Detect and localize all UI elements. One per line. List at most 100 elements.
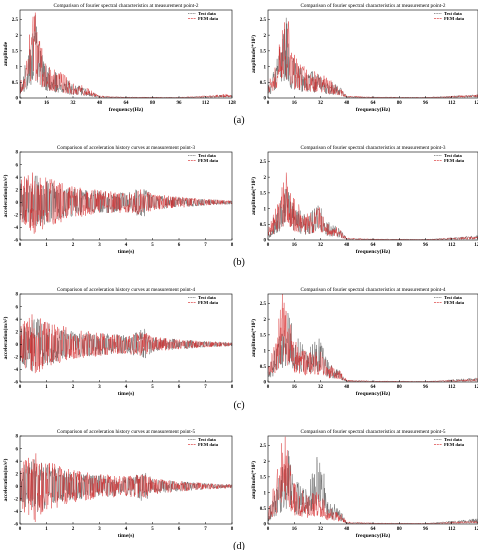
x-tick-label: 32 <box>318 243 324 248</box>
x-tick-label: 8 <box>231 243 234 248</box>
x-tick-label: 112 <box>202 101 210 106</box>
y-tick-label: 2.5 <box>260 302 267 307</box>
y-tick-label: 1 <box>264 491 267 496</box>
y-tick-label: 0.5 <box>260 365 267 370</box>
x-tick-label: 128 <box>474 101 478 106</box>
x-tick-label: 112 <box>448 243 456 248</box>
y-tick-label: 6 <box>16 163 19 168</box>
legend-entry: FEM data <box>198 442 219 447</box>
series-line-fem <box>19 172 233 234</box>
x-tick-label: 5 <box>151 527 154 532</box>
y-axis-label: amplitude(*10²) <box>250 319 257 357</box>
y-tick-label: 2 <box>264 34 267 39</box>
y-tick-label: 2 <box>264 176 267 181</box>
chart-a-left: Comparison of fourier spectral character… <box>3 2 236 113</box>
y-tick-label: 1.5 <box>260 192 267 197</box>
chart-title: Comparison of fourier spectral character… <box>53 2 198 9</box>
series-line-fem <box>267 172 478 241</box>
x-tick-label: 5 <box>151 385 154 390</box>
x-tick-label: 32 <box>318 527 324 532</box>
legend-entry: Test data <box>198 295 217 300</box>
series-line-test <box>19 175 233 228</box>
x-tick-label: 0 <box>267 243 270 248</box>
x-tick-label: 1 <box>45 527 48 532</box>
legend-entry: Test data <box>444 153 463 158</box>
y-tick-label: -6 <box>14 381 19 386</box>
x-tick-label: 2 <box>72 243 75 248</box>
x-tick-label: 4 <box>125 243 128 248</box>
y-axis-label: acceleration(m/s²) <box>2 459 9 502</box>
x-tick-label: 48 <box>344 385 350 390</box>
chart-c-right: Comparison of fourier spectral character… <box>250 286 478 397</box>
x-tick-label: 6 <box>178 527 181 532</box>
y-axis-label: amplitude <box>3 41 9 66</box>
x-tick-label: 3 <box>98 243 101 248</box>
legend-entry: FEM data <box>444 300 465 305</box>
legend-entry: FEM data <box>444 442 465 447</box>
y-tick-label: 1 <box>264 349 267 354</box>
x-tick-label: 64 <box>124 101 130 106</box>
y-tick-label: 2 <box>264 460 267 465</box>
x-tick-label: 7 <box>204 243 207 248</box>
x-tick-label: 0 <box>267 101 270 106</box>
x-tick-label: 64 <box>371 527 377 532</box>
chart-d-right: Comparison of fourier spectral character… <box>250 428 478 539</box>
y-axis-label: amplitude(*10²) <box>250 461 257 499</box>
chart-b-right: Comparison of fourier spectral character… <box>250 144 478 255</box>
y-tick-label: -2 <box>14 498 19 503</box>
x-tick-label: 16 <box>292 101 298 106</box>
plot-frame <box>267 435 478 525</box>
legend-entry: FEM data <box>198 300 219 305</box>
x-axis-label: frequency(Hz) <box>356 248 391 255</box>
x-tick-label: 96 <box>423 385 429 390</box>
x-tick-label: 0 <box>19 527 22 532</box>
x-tick-label: 3 <box>98 527 101 532</box>
series-line-fem <box>19 453 233 522</box>
x-tick-label: 80 <box>397 527 403 532</box>
chart-title: Comparison of fourier spectral character… <box>300 2 445 9</box>
x-tick-label: 7 <box>204 385 207 390</box>
chart-title: Comparison of acceleration history curve… <box>57 144 196 151</box>
x-tick-label: 80 <box>150 101 156 106</box>
y-tick-label: 1 <box>264 65 267 70</box>
x-tick-label: 64 <box>371 101 377 106</box>
y-tick-label: 8 <box>16 293 19 298</box>
y-tick-label: 4 <box>16 318 19 323</box>
y-tick-label: 0.5 <box>260 81 267 86</box>
series-line-test <box>267 189 478 241</box>
chart-title: Comparison of fourier spectral character… <box>300 428 445 435</box>
series-line-test <box>19 459 233 512</box>
y-tick-label: 1.5 <box>260 476 267 481</box>
y-tick-label: -2 <box>14 356 19 361</box>
x-tick-label: 2 <box>72 527 75 532</box>
x-axis-label: time(s) <box>118 248 135 255</box>
y-tick-label: -4 <box>14 510 19 515</box>
x-tick-label: 8 <box>231 527 234 532</box>
x-tick-label: 32 <box>318 385 324 390</box>
y-tick-label: 1.5 <box>260 334 267 339</box>
legend-entry: FEM data <box>198 158 219 163</box>
y-tick-label: 0 <box>264 239 267 244</box>
legend-entry: Test data <box>444 295 463 300</box>
x-tick-label: 48 <box>344 243 350 248</box>
chart-title: Comparison of fourier spectral character… <box>300 144 445 151</box>
y-tick-label: 1.5 <box>12 50 19 55</box>
y-tick-label: 0 <box>16 201 19 206</box>
y-tick-label: 2.5 <box>260 18 267 23</box>
y-tick-label: 0 <box>264 97 267 102</box>
x-tick-label: 0 <box>267 527 270 532</box>
series-line-fem <box>267 293 478 383</box>
x-tick-label: 4 <box>125 385 128 390</box>
legend-entry: FEM data <box>444 16 465 21</box>
x-tick-label: 2 <box>72 385 75 390</box>
y-tick-label: 0 <box>16 485 19 490</box>
y-axis-label: amplitude(*10²) <box>250 35 257 73</box>
x-tick-label: 128 <box>474 385 478 390</box>
chart-a-right: Comparison of fourier spectral character… <box>250 2 478 113</box>
x-tick-label: 4 <box>125 527 128 532</box>
x-tick-label: 112 <box>448 101 456 106</box>
x-tick-label: 128 <box>474 243 478 248</box>
y-tick-label: 0 <box>264 523 267 528</box>
x-axis-label: time(s) <box>118 390 135 397</box>
